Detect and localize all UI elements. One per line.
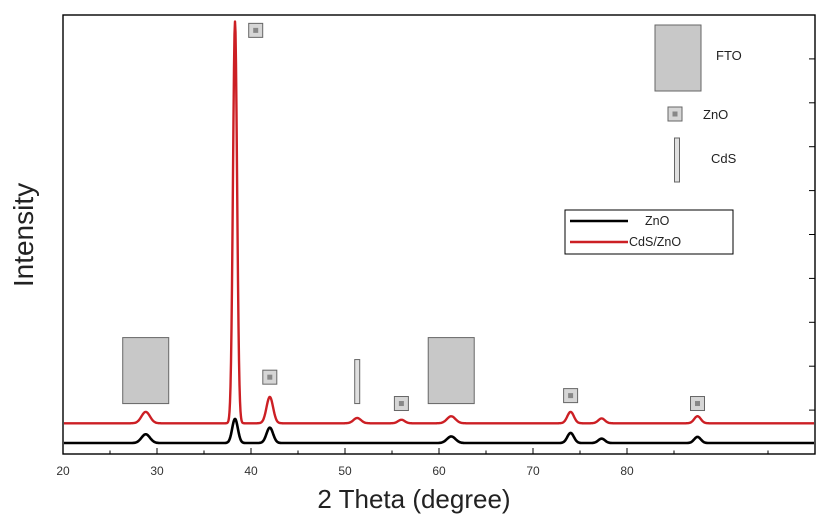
phase-marker-fto-5-shape [427, 337, 475, 405]
phase-marker-fto-5 [427, 337, 475, 405]
series-line-zno [63, 417, 815, 445]
phase-marker-zno-1-dot [253, 27, 259, 33]
x-tick-label-80: 80 [620, 464, 634, 478]
phase-legend-fto-label: FTO [716, 48, 742, 63]
phase-marker-zno-6-dot [568, 393, 574, 399]
series-legend-box [564, 209, 734, 255]
phase-legend-zno-glyph [667, 106, 683, 122]
phase-marker-zno-2-dot [267, 374, 273, 380]
x-tick-label-30: 30 [150, 464, 164, 478]
phase-legend-fto-glyph-shape [654, 24, 702, 92]
phase-marker-zno-4 [393, 396, 409, 412]
phase-marker-zno-6 [563, 388, 579, 404]
x-tick-label-40: 40 [244, 464, 258, 478]
x-tick-label-70: 70 [526, 464, 540, 478]
phase-marker-fto-0 [122, 337, 170, 405]
phase-legend-fto-glyph [654, 24, 702, 92]
phase-marker-fto-0-shape [122, 337, 170, 405]
phase-marker-zno-7 [690, 396, 705, 412]
x-axis-label: 2 Theta (degree) [317, 484, 510, 514]
phase-legend-cds-glyph-shape [674, 137, 680, 183]
legend-label-cds-zno: CdS/ZnO [629, 235, 681, 249]
legend-label-zno: ZnO [645, 214, 670, 228]
phase-marker-cds-3-shape [354, 359, 361, 405]
phase-legend-cds-glyph [674, 137, 680, 183]
phase-marker-zno-4-dot [398, 401, 404, 407]
y-axis-label: Intensity [8, 183, 39, 287]
phase-legend-cds-label: CdS [711, 151, 737, 166]
x-tick-label-50: 50 [338, 464, 352, 478]
phase-legend-zno-label: ZnO [703, 107, 728, 122]
phase-marker-cds-3 [354, 359, 361, 405]
phase-marker-zno-1 [248, 22, 264, 38]
series-line-cds-zno [63, 20, 815, 425]
phase-marker-zno-7-dot [695, 401, 700, 407]
phase-marker-zno-2 [262, 369, 278, 385]
x-tick-label-60: 60 [432, 464, 446, 478]
x-tick-label-20: 20 [56, 464, 70, 478]
phase-legend-zno-glyph-dot [672, 111, 678, 117]
